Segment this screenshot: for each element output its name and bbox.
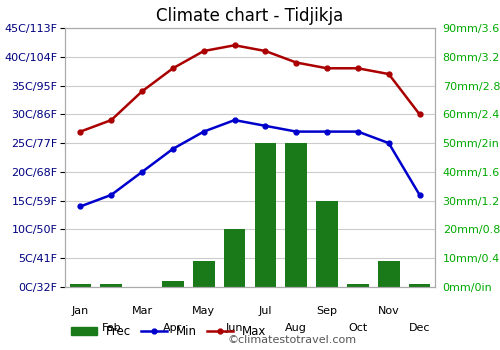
Bar (347, 284, 368, 287)
Text: Jun: Jun (226, 323, 244, 333)
Bar (100, 284, 122, 287)
Bar (193, 261, 214, 287)
Text: Aug: Aug (286, 323, 307, 333)
Bar (162, 281, 184, 287)
Text: Sep: Sep (316, 307, 338, 316)
Title: Climate chart - Tidjikja: Climate chart - Tidjikja (156, 7, 344, 25)
Text: Feb: Feb (102, 323, 121, 333)
Text: Oct: Oct (348, 323, 368, 333)
Text: ©climatestotravel.com: ©climatestotravel.com (228, 335, 357, 345)
Text: May: May (192, 307, 216, 316)
Bar (254, 143, 276, 287)
Legend: Prec, Min, Max: Prec, Min, Max (71, 325, 266, 338)
Text: Nov: Nov (378, 307, 400, 316)
Bar (70, 284, 91, 287)
Bar (378, 261, 400, 287)
Text: Mar: Mar (132, 307, 152, 316)
Text: Dec: Dec (409, 323, 430, 333)
Text: Jul: Jul (258, 307, 272, 316)
Bar (409, 284, 430, 287)
Bar (286, 143, 307, 287)
Bar (224, 230, 246, 287)
Bar (316, 201, 338, 287)
Text: Apr: Apr (164, 323, 182, 333)
Text: Jan: Jan (72, 307, 89, 316)
